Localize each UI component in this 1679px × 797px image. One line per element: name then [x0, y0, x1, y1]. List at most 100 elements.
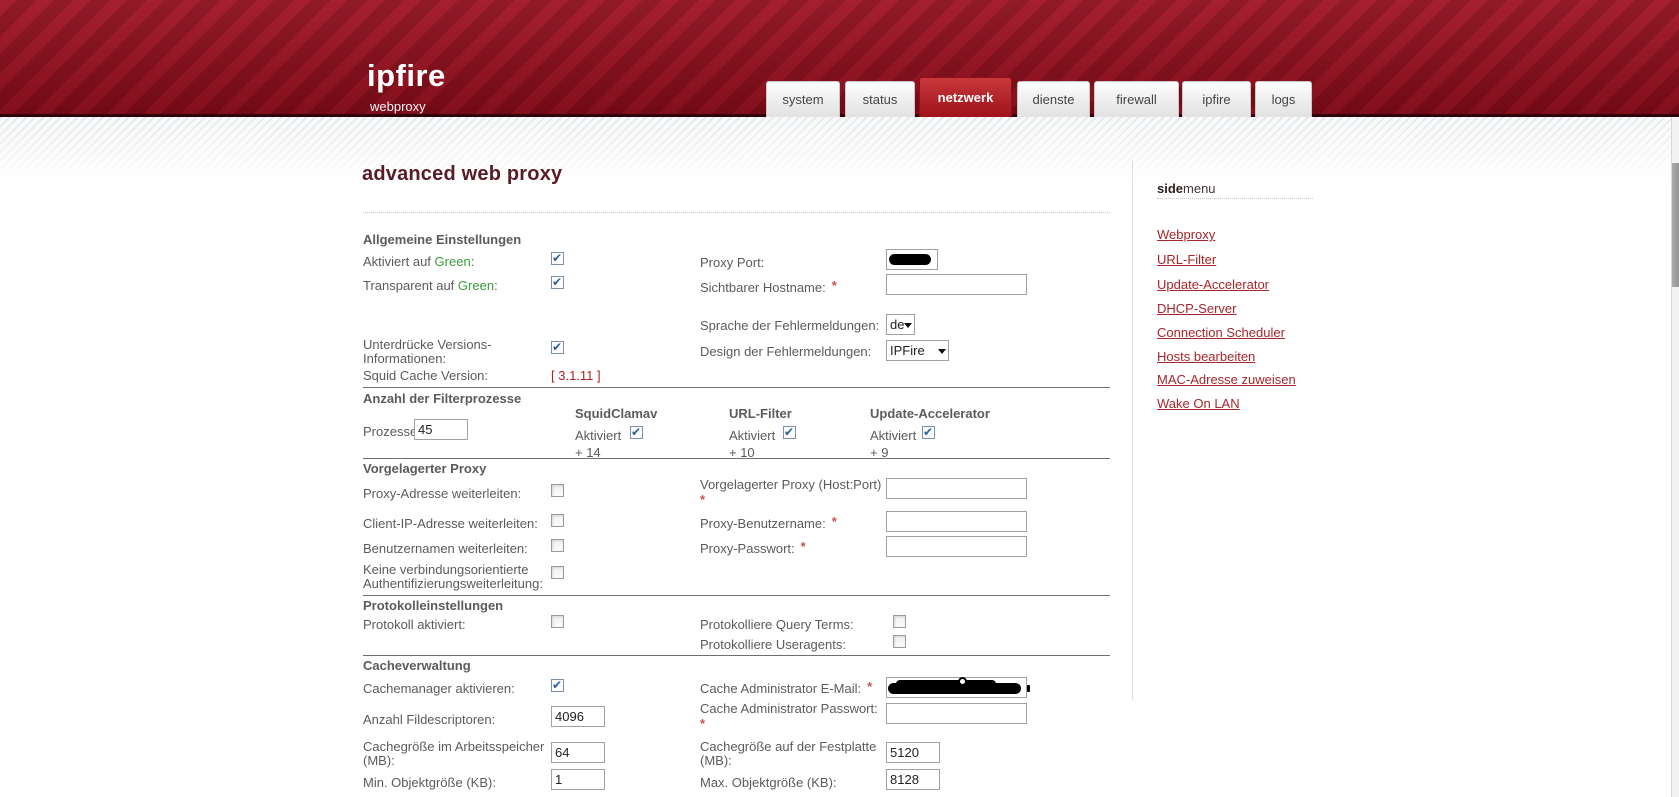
section-cache-heading: Cacheverwaltung [363, 658, 471, 673]
error-design-label: Design der Fehlermeldungen: [700, 344, 872, 359]
cache-manager-checkbox[interactable] [551, 678, 564, 692]
suppress-version-checkbox[interactable] [551, 340, 564, 354]
error-language-label: Sprache der Fehlermeldungen: [700, 318, 880, 333]
upstream-password-input[interactable] [886, 536, 1027, 557]
sidemenu-item-update-accelerator[interactable]: Update-Accelerator [1157, 277, 1269, 292]
urlfilter-extra: + 10 [729, 445, 755, 460]
forward-via-label: Proxy-Adresse weiterleiten: [363, 486, 522, 501]
sidemenu-item-webproxy[interactable]: Webproxy [1157, 227, 1216, 242]
cache-manager-label: Cachemanager aktivieren: [363, 681, 515, 696]
min-object-size-label: Min. Objektgröße (KB): [363, 775, 496, 790]
error-language-select[interactable]: de [886, 314, 915, 335]
no-connection-auth-checkbox[interactable] [551, 566, 564, 579]
tab-logs[interactable]: logs [1255, 81, 1312, 117]
upstream-username-label: Proxy-Benutzername: * [700, 514, 837, 531]
section-divider [363, 387, 1110, 388]
sidemenu-item-wake-on-lan[interactable]: Wake On LAN [1157, 396, 1240, 411]
chevron-down-icon [904, 323, 912, 328]
tab-system[interactable]: system [766, 81, 840, 117]
transparent-on-green-checkbox[interactable] [551, 275, 564, 289]
section-divider [363, 458, 1110, 459]
log-enabled-label: Protokoll aktiviert: [363, 617, 466, 632]
logo-subtitle: webproxy [370, 99, 426, 114]
cache-mem-label-line2: (MB): [363, 753, 395, 768]
processes-input[interactable] [414, 419, 468, 440]
log-query-terms-checkbox[interactable] [893, 615, 906, 628]
sidemenu-title-divider [1157, 198, 1313, 199]
proxy-port-label: Proxy Port: [700, 255, 765, 270]
cache-admin-email-redaction-arc [958, 677, 967, 686]
min-object-size-input[interactable] [551, 769, 605, 790]
section-filters-heading: Anzahl der Filterprozesse [363, 391, 522, 406]
required-asterisk: * [831, 514, 837, 529]
sidemenu-item-mac-adresse-zuweisen[interactable]: MAC-Adresse zuweisen [1157, 372, 1296, 387]
log-enabled-checkbox[interactable] [551, 615, 564, 628]
forward-client-ip-checkbox[interactable] [551, 514, 564, 527]
forward-username-checkbox[interactable] [551, 539, 564, 552]
page-title: advanced web proxy [362, 163, 563, 185]
urlfilter-aktiviert-label: Aktiviert [729, 428, 776, 443]
tab-dienste[interactable]: dienste [1017, 81, 1090, 117]
upstream-username-input[interactable] [886, 511, 1027, 532]
tab-status[interactable]: status [845, 81, 915, 117]
cache-mem-input[interactable] [551, 742, 605, 763]
sidemenu-item-hosts-bearbeiten[interactable]: Hosts bearbeiten [1157, 349, 1256, 364]
vertical-scrollbar[interactable] [1671, 117, 1679, 797]
filedescriptors-label: Anzahl Fildescriptoren: [363, 712, 496, 727]
tab-ipfire[interactable]: ipfire [1182, 81, 1251, 117]
title-divider [363, 212, 1110, 213]
cache-admin-password-input[interactable] [886, 703, 1027, 724]
suppress-version-label-line1: Unterdrücke Versions- [363, 337, 492, 352]
section-general-heading: Allgemeine Einstellungen [363, 232, 522, 247]
sidemenu-divider [1132, 160, 1133, 700]
section-logging-heading: Protokolleinstellungen [363, 598, 504, 613]
enabled-on-green-label: Aktiviert auf Green: [363, 254, 475, 269]
cache-admin-email-redaction [888, 683, 1021, 694]
no-connection-auth-label-line2: Authentifizierungsweiterleitung: [363, 576, 543, 591]
required-asterisk: * [700, 716, 706, 731]
cache-admin-email-redaction-tail [1027, 685, 1030, 692]
enabled-on-green-checkbox[interactable] [551, 251, 564, 265]
log-useragents-label: Protokolliere Useragents: [700, 637, 846, 652]
hatched-band [0, 117, 1679, 189]
filter-col-squidclamav: SquidClamav [575, 406, 658, 421]
cache-mem-label-line1: Cachegröße im Arbeitsspeicher [363, 739, 545, 754]
squidclamav-extra: + 14 [575, 445, 601, 460]
cache-admin-password-label: Cache Administrator Passwort: [700, 701, 878, 716]
update-accelerator-checkbox[interactable] [922, 425, 935, 439]
scrollbar-thumb[interactable] [1672, 163, 1679, 287]
update-accelerator-aktiviert-label: Aktiviert [870, 428, 917, 443]
sidemenu-item-dhcp-server[interactable]: DHCP-Server [1157, 301, 1237, 316]
urlfilter-checkbox[interactable] [783, 425, 796, 439]
update-accelerator-extra: + 9 [870, 445, 889, 460]
error-design-select[interactable]: IPFire [886, 340, 949, 361]
cache-disk-label-line1: Cachegröße auf der Festplatte [700, 739, 877, 754]
sidemenu-item-connection-scheduler[interactable]: Connection Scheduler [1157, 325, 1285, 340]
max-object-size-input[interactable] [886, 769, 940, 790]
filedescriptors-input[interactable] [551, 706, 605, 727]
sidemenu-item-url-filter[interactable]: URL-Filter [1157, 252, 1217, 267]
upstream-password-label: Proxy-Passwort: * [700, 539, 806, 556]
required-asterisk: * [700, 492, 706, 507]
filter-col-urlfilter: URL-Filter [729, 406, 792, 421]
upstream-hostport-label: Vorgelagerter Proxy (Host:Port) [700, 477, 882, 492]
required-asterisk: * [831, 278, 837, 293]
log-useragents-checkbox[interactable] [893, 635, 906, 648]
squid-version-label: Squid Cache Version: [363, 368, 489, 383]
tab-firewall[interactable]: firewall [1094, 81, 1179, 117]
sidemenu-title: sidemenu [1157, 181, 1216, 196]
forward-username-label: Benutzernamen weiterleiten: [363, 541, 528, 556]
forward-via-checkbox[interactable] [551, 484, 564, 497]
required-asterisk: * [800, 539, 806, 554]
cache-disk-input[interactable] [886, 742, 940, 763]
max-object-size-label: Max. Objektgröße (KB): [700, 775, 837, 790]
visible-hostname-input[interactable] [886, 274, 1027, 295]
squidclamav-aktiviert-label: Aktiviert [575, 428, 622, 443]
squidclamav-checkbox[interactable] [630, 425, 643, 439]
suppress-version-label-line2: Informationen: [363, 351, 447, 366]
tab-netzwerk[interactable]: netzwerk [919, 77, 1012, 117]
section-upstream-heading: Vorgelagerter Proxy [363, 461, 487, 476]
cache-admin-email-redaction [896, 680, 996, 688]
visible-hostname-label: Sichtbarer Hostname: * [700, 278, 837, 295]
upstream-hostport-input[interactable] [886, 478, 1027, 499]
